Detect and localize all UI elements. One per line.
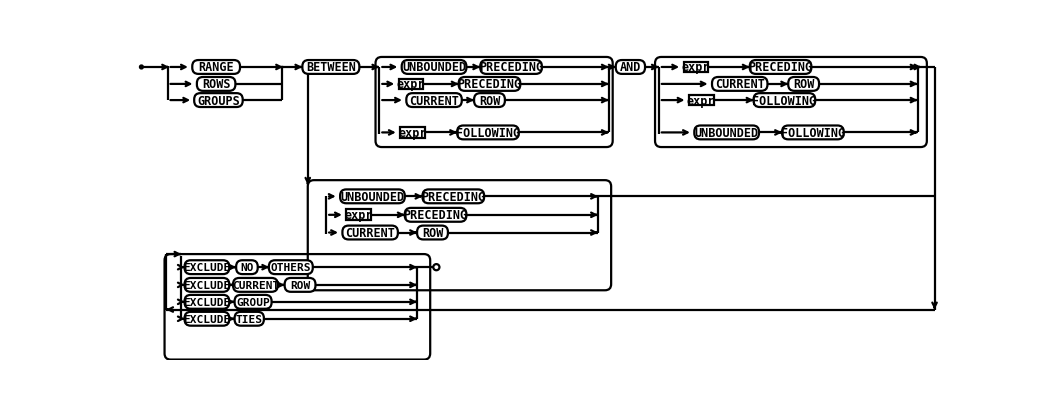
Text: expr: expr: [397, 78, 425, 91]
FancyBboxPatch shape: [474, 94, 505, 108]
Text: FOLLOWING: FOLLOWING: [752, 94, 816, 107]
FancyBboxPatch shape: [346, 210, 371, 221]
FancyBboxPatch shape: [236, 260, 258, 275]
Text: UNBOUNDED: UNBOUNDED: [694, 127, 758, 140]
FancyBboxPatch shape: [185, 278, 230, 292]
FancyBboxPatch shape: [340, 190, 405, 204]
FancyBboxPatch shape: [750, 61, 811, 75]
FancyBboxPatch shape: [233, 278, 278, 292]
Text: PRECEDING: PRECEDING: [404, 209, 468, 222]
Text: ROW: ROW: [290, 280, 311, 290]
Circle shape: [140, 66, 144, 70]
FancyBboxPatch shape: [399, 79, 423, 90]
Text: PRECEDING: PRECEDING: [749, 61, 813, 74]
Text: NO: NO: [240, 262, 254, 273]
Text: ROW: ROW: [422, 226, 443, 239]
FancyBboxPatch shape: [684, 62, 708, 73]
FancyBboxPatch shape: [458, 78, 520, 92]
Text: expr: expr: [399, 127, 427, 140]
Text: expr: expr: [344, 209, 372, 222]
FancyBboxPatch shape: [185, 260, 230, 275]
Text: CURRENT: CURRENT: [409, 94, 459, 107]
FancyBboxPatch shape: [400, 128, 425, 139]
Text: FOLLOWING: FOLLOWING: [780, 127, 844, 140]
FancyBboxPatch shape: [235, 312, 264, 326]
Text: EXCLUDE: EXCLUDE: [184, 297, 231, 307]
Text: AND: AND: [620, 61, 641, 74]
Text: ROW: ROW: [478, 94, 500, 107]
Text: RANGE: RANGE: [198, 61, 234, 74]
FancyBboxPatch shape: [783, 126, 843, 140]
Text: CURRENT: CURRENT: [345, 226, 395, 239]
Text: PRECEDING: PRECEDING: [457, 78, 521, 91]
Text: EXCLUDE: EXCLUDE: [184, 262, 231, 273]
Text: CURRENT: CURRENT: [232, 280, 279, 290]
Text: OTHERS: OTHERS: [271, 262, 312, 273]
FancyBboxPatch shape: [197, 78, 235, 92]
Text: UNBOUNDED: UNBOUNDED: [340, 190, 405, 203]
FancyBboxPatch shape: [712, 78, 768, 92]
FancyBboxPatch shape: [405, 208, 467, 222]
Text: GROUP: GROUP: [236, 297, 270, 307]
Text: CURRENT: CURRENT: [714, 78, 765, 91]
Text: TIES: TIES: [236, 314, 262, 324]
FancyBboxPatch shape: [402, 61, 467, 75]
FancyBboxPatch shape: [480, 61, 542, 75]
Text: expr: expr: [687, 94, 715, 107]
FancyBboxPatch shape: [423, 190, 484, 204]
FancyBboxPatch shape: [406, 94, 462, 108]
FancyBboxPatch shape: [342, 226, 398, 240]
FancyBboxPatch shape: [788, 78, 819, 92]
FancyBboxPatch shape: [269, 260, 313, 275]
FancyBboxPatch shape: [194, 94, 242, 108]
FancyBboxPatch shape: [694, 126, 759, 140]
Text: EXCLUDE: EXCLUDE: [184, 280, 231, 290]
Text: PRECEDING: PRECEDING: [422, 190, 486, 203]
FancyBboxPatch shape: [753, 94, 815, 108]
FancyBboxPatch shape: [616, 61, 645, 75]
FancyBboxPatch shape: [192, 61, 240, 75]
FancyBboxPatch shape: [185, 295, 230, 309]
Text: EXCLUDE: EXCLUDE: [184, 314, 231, 324]
Text: ROW: ROW: [793, 78, 814, 91]
Text: expr: expr: [682, 61, 710, 74]
Text: ROWS: ROWS: [201, 78, 231, 91]
FancyBboxPatch shape: [689, 96, 713, 106]
FancyBboxPatch shape: [235, 295, 272, 309]
Text: BETWEEN: BETWEEN: [306, 61, 356, 74]
FancyBboxPatch shape: [302, 61, 360, 75]
FancyBboxPatch shape: [284, 278, 316, 292]
Text: GROUPS: GROUPS: [197, 94, 240, 107]
Text: PRECEDING: PRECEDING: [479, 61, 543, 74]
Text: FOLLOWING: FOLLOWING: [456, 127, 520, 140]
FancyBboxPatch shape: [457, 126, 519, 140]
FancyBboxPatch shape: [418, 226, 448, 240]
FancyBboxPatch shape: [185, 312, 230, 326]
Circle shape: [433, 264, 440, 271]
Text: UNBOUNDED: UNBOUNDED: [402, 61, 466, 74]
